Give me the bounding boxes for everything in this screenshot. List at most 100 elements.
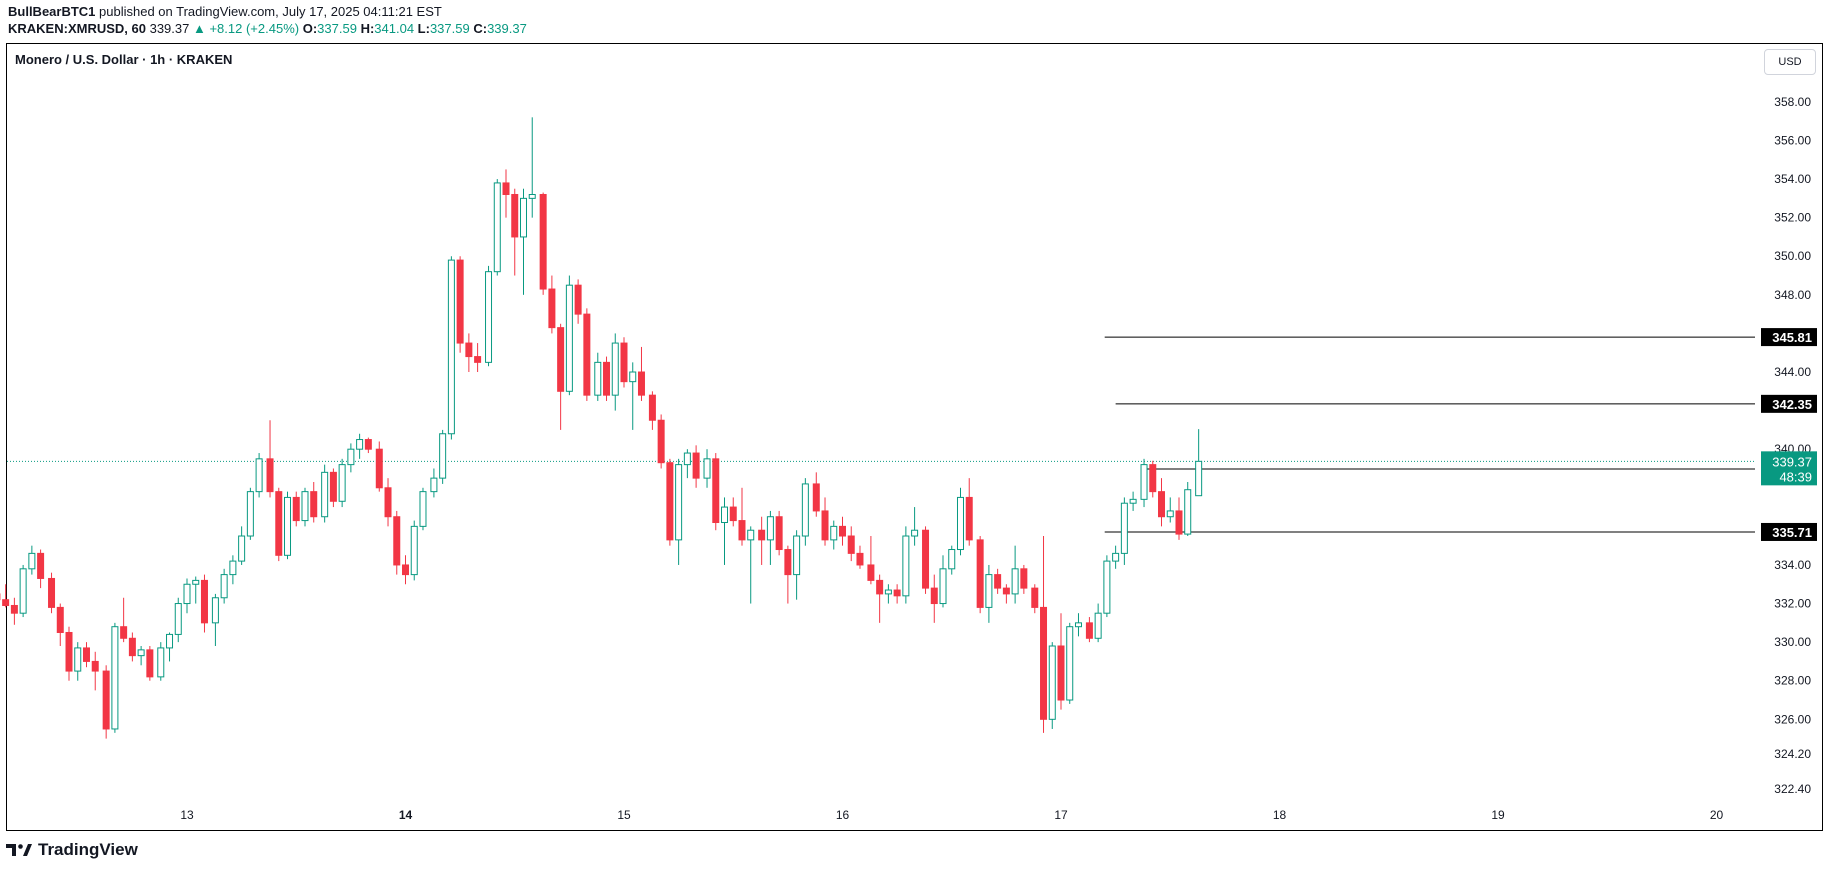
candle: [922, 526, 930, 594]
candle: [1040, 536, 1048, 733]
candle: [583, 308, 591, 401]
candle-body: [292, 496, 300, 522]
candle: [82, 642, 90, 668]
candle-body: [884, 589, 892, 595]
candle-body: [220, 574, 228, 599]
candle: [1129, 491, 1137, 511]
candle-body: [456, 259, 464, 344]
candle-body: [675, 464, 683, 541]
candle: [10, 597, 18, 625]
candle-body: [10, 604, 18, 614]
candle: [338, 458, 346, 508]
candle: [65, 626, 73, 681]
candle: [1195, 429, 1203, 497]
candle: [91, 651, 99, 691]
candle: [1184, 481, 1192, 537]
candle: [1020, 564, 1028, 594]
candle: [902, 526, 910, 604]
candle-body: [146, 649, 154, 678]
candle-body: [603, 361, 611, 396]
candle: [830, 520, 838, 550]
candle-body: [1184, 489, 1192, 535]
candle-body: [775, 516, 783, 551]
candle-body: [74, 647, 82, 672]
candle-body: [1103, 560, 1111, 614]
candle: [784, 545, 792, 604]
candle-body: [410, 525, 418, 576]
candle-body: [557, 327, 565, 392]
candle: [884, 584, 892, 604]
candle: [1011, 545, 1019, 604]
x-tick-label: 13: [180, 808, 194, 822]
candle: [111, 622, 119, 733]
candle: [1002, 584, 1010, 604]
candle-body: [347, 448, 355, 466]
candle: [758, 516, 766, 565]
candle: [867, 536, 875, 585]
candle-body: [447, 259, 455, 435]
candle-body: [519, 197, 527, 238]
candle-body: [157, 647, 165, 678]
candle-body: [393, 516, 401, 566]
tradingview-logo-icon: [6, 844, 32, 856]
candle-body: [91, 660, 99, 672]
candle-body: [402, 564, 409, 576]
candle: [511, 188, 519, 276]
candle-body: [712, 458, 720, 524]
candle-body: [666, 462, 674, 541]
candle: [275, 487, 283, 562]
candle-body: [1149, 464, 1157, 493]
author-name[interactable]: BullBearBTC1: [8, 4, 96, 19]
candle: [301, 487, 309, 527]
candle: [985, 564, 993, 623]
candle: [493, 179, 501, 276]
candle-body: [692, 452, 700, 479]
candle: [74, 642, 82, 681]
y-tick-label: 356.00: [1774, 133, 1811, 147]
high-label: H:: [360, 21, 375, 36]
candle: [192, 576, 200, 604]
candle-body: [856, 552, 864, 566]
candle-body: [338, 464, 346, 502]
candle-body: [930, 587, 938, 605]
candle-body: [1031, 587, 1039, 608]
candle: [465, 333, 473, 373]
candle: [28, 545, 36, 575]
tradingview-logo[interactable]: TradingView: [6, 840, 138, 860]
candle-body: [1175, 510, 1183, 535]
candle: [965, 478, 973, 546]
candle: [255, 453, 263, 498]
ohlc-bar: KRAKEN:XMRUSD, 60 339.37 ▲ +8.12 (+2.45%…: [8, 21, 527, 37]
candle: [1166, 497, 1174, 523]
tag-label: 345.81: [1772, 330, 1812, 345]
candle: [539, 192, 547, 295]
candle-body: [384, 487, 392, 518]
candle-body: [502, 182, 510, 195]
candle-body: [284, 496, 292, 556]
candle-body: [939, 568, 947, 605]
candle: [1048, 642, 1056, 729]
candle: [675, 458, 683, 565]
candle: [37, 549, 45, 589]
candle-body: [65, 631, 73, 672]
candle: [56, 603, 64, 646]
currency-button[interactable]: USD: [1764, 49, 1816, 75]
candle-body: [19, 568, 27, 614]
candle-body: [729, 506, 737, 522]
chart-frame[interactable]: [6, 43, 1823, 831]
candle: [128, 632, 136, 662]
candle: [603, 356, 611, 401]
candle-body: [511, 193, 519, 238]
tag-background: [1761, 522, 1817, 541]
candle: [1120, 497, 1128, 565]
x-tick-label: 18: [1273, 808, 1287, 822]
candle-body: [758, 529, 766, 541]
candle-body: [183, 583, 191, 605]
candle-body: [28, 552, 36, 570]
candle-body: [620, 342, 628, 383]
candle-body: [985, 574, 993, 608]
candle-body: [648, 394, 656, 421]
candle-body: [956, 496, 964, 551]
